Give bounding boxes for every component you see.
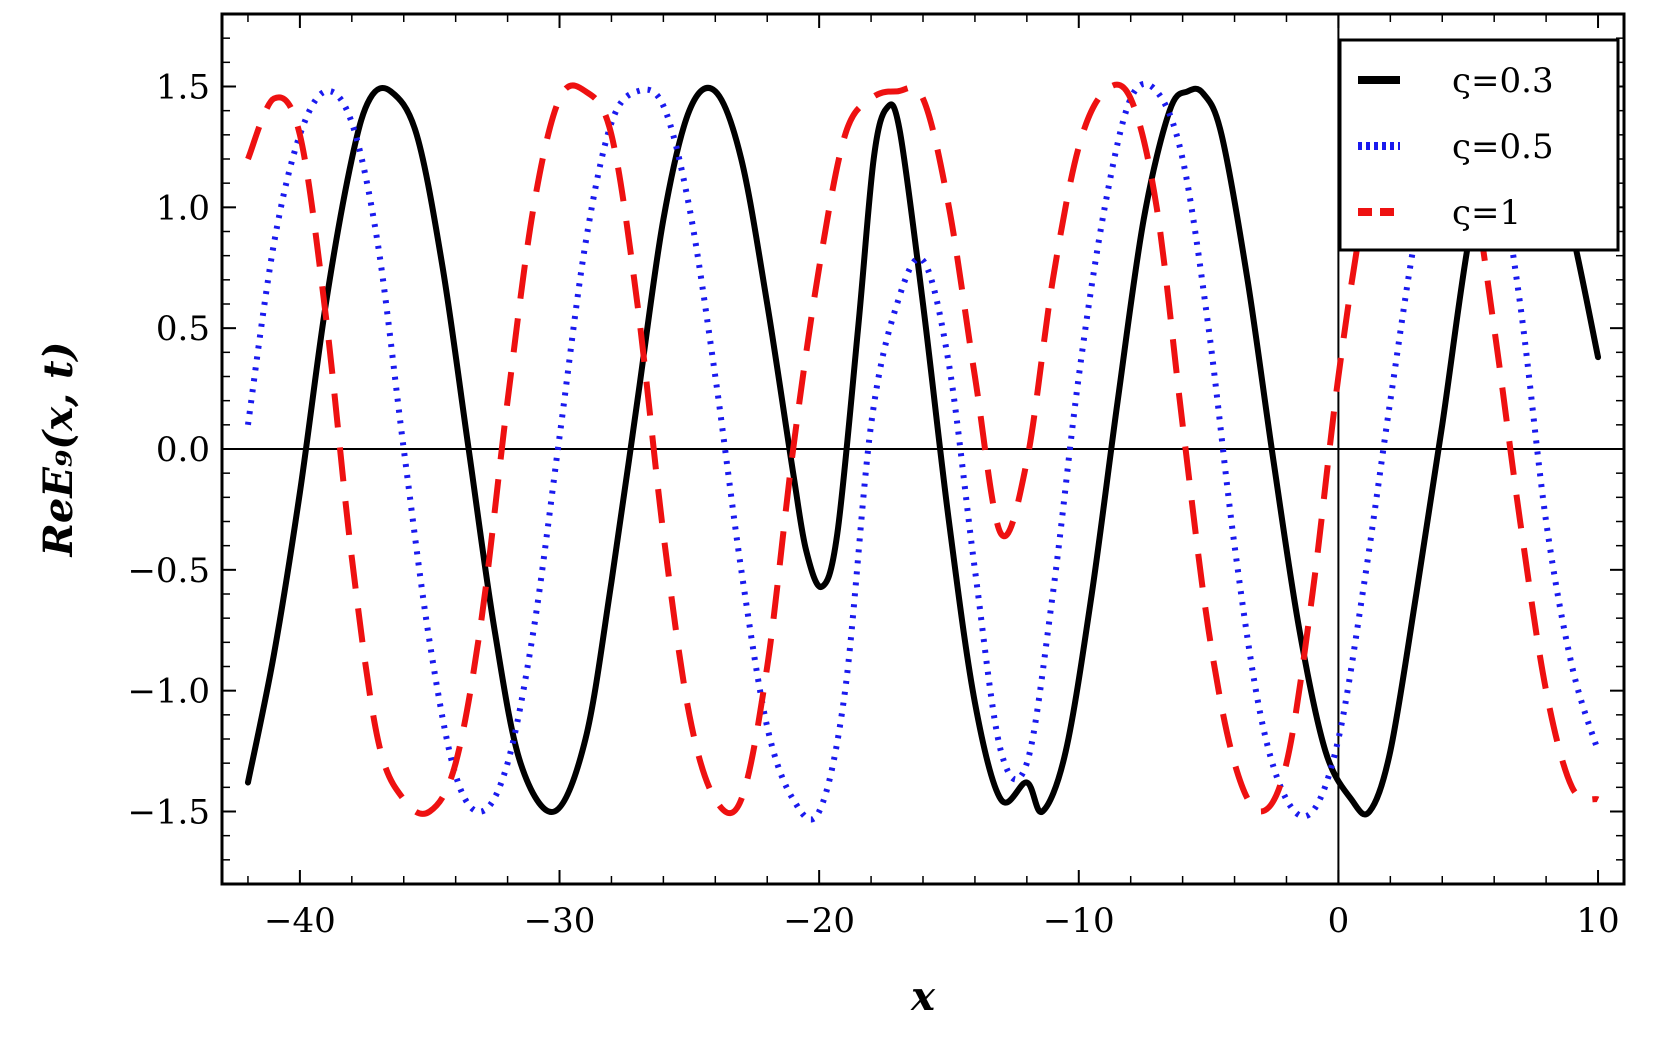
zero-lines [222, 14, 1624, 884]
legend-label-2: ς=0.5 [1452, 127, 1554, 167]
x-tick-label: 0 [1328, 901, 1350, 941]
y-tick-label: −1.0 [127, 672, 210, 712]
y-tick-label: 0.5 [156, 309, 210, 349]
y-tick-label: 1.5 [156, 68, 210, 108]
series-line-1 [244, 83, 1602, 818]
y-axis-title: ReE₉(x, t) [35, 342, 82, 558]
legend: ς=0.3 ς=0.5 ς=1 [1338, 38, 1620, 252]
x-tick-label: −10 [1043, 901, 1115, 941]
ticks [222, 14, 1624, 884]
y-tick-label: −0.5 [127, 551, 210, 591]
legend-label-3: ς=1 [1452, 193, 1521, 233]
y-tick-label: 1.0 [156, 188, 210, 228]
x-tick-label: −30 [524, 901, 596, 941]
y-tick-label: −1.5 [127, 793, 210, 833]
tick-labels: −40 −30 −20 −10 0 10 1.5 1.0 0.5 0.0 −0.5 −1.0 −1.5 [127, 68, 1619, 942]
legend-label-1: ς=0.3 [1452, 61, 1554, 101]
y-tick-label: 0.0 [156, 430, 210, 470]
legend-entries: ς=0.3 ς=0.5 ς=1 [1358, 61, 1554, 233]
x-tick-label: 10 [1576, 901, 1619, 941]
x-tick-label: −40 [264, 901, 336, 941]
x-tick-label: −20 [783, 901, 855, 941]
x-axis-title: x [910, 973, 936, 1020]
